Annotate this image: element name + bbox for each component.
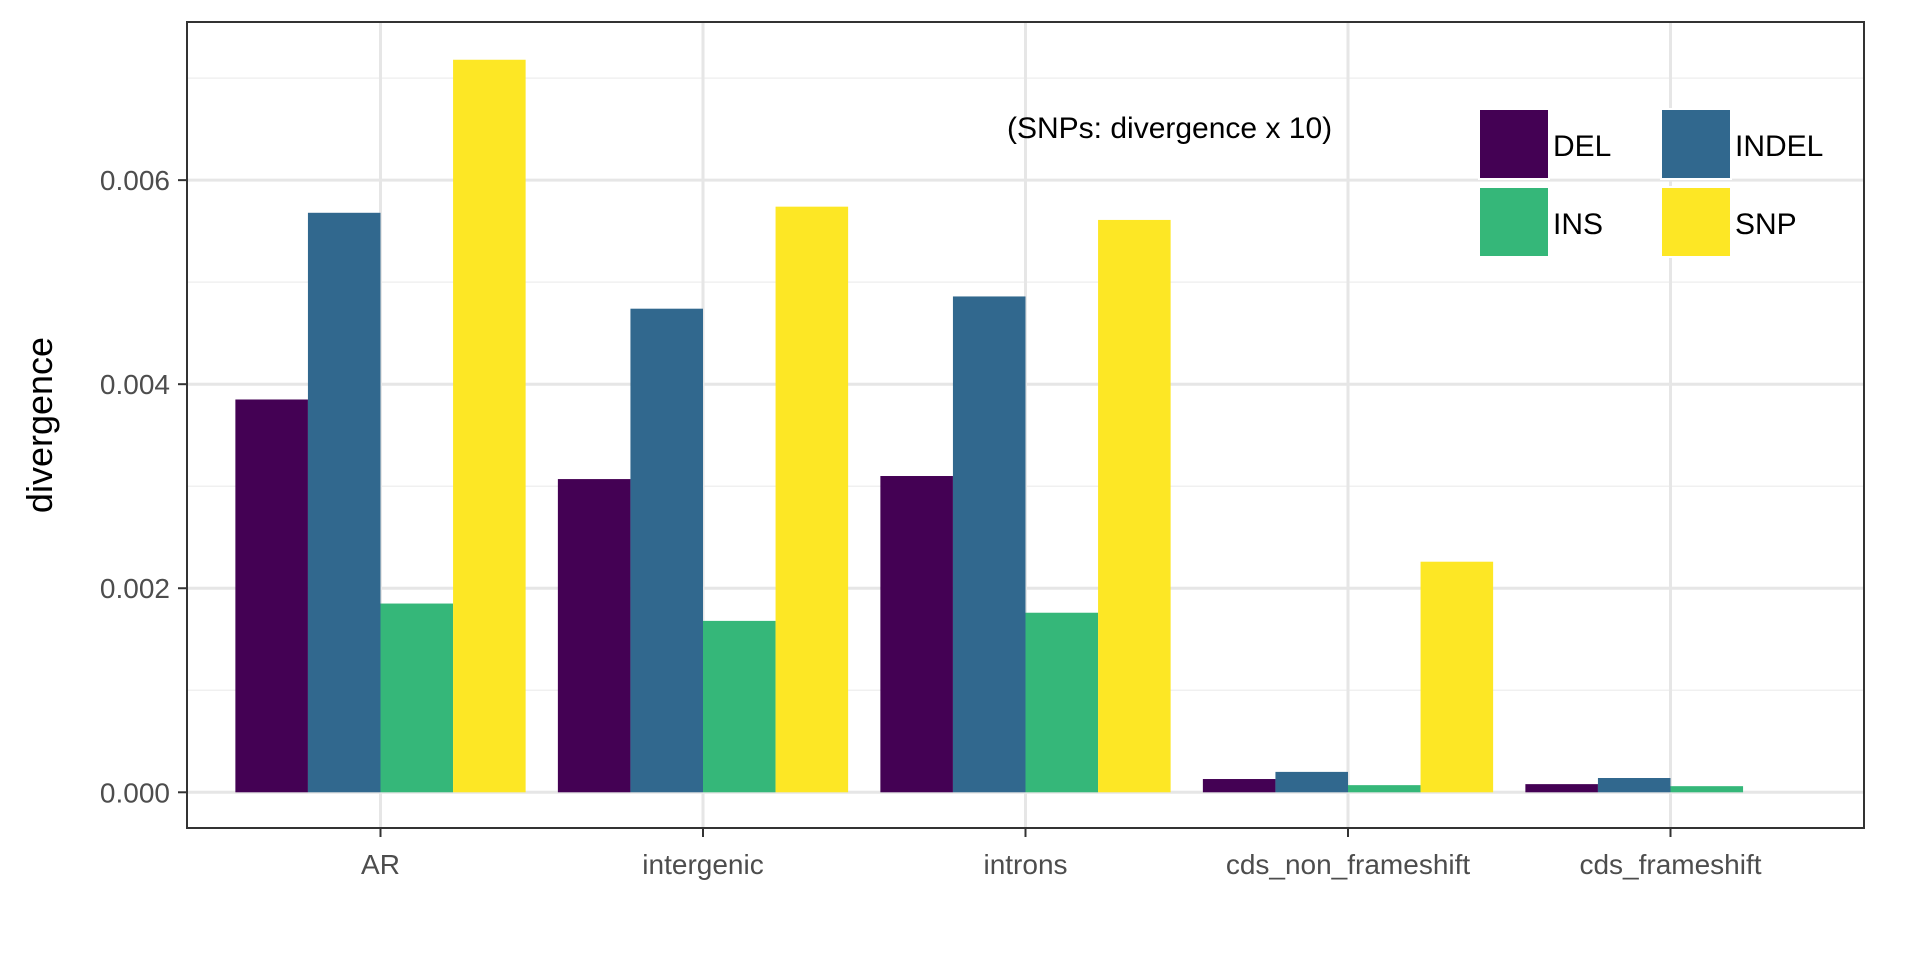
legend-label-snp: SNP [1735,208,1797,241]
legend-key-ins [1478,186,1550,258]
bar-snp-introns [1098,219,1171,793]
x-tick-label: introns [983,849,1067,880]
legend: DEL INDEL INS SNP [1478,108,1823,258]
bar-ins-introns [1025,612,1099,793]
bar-snp-ar [453,59,526,793]
legend-key-del [1478,108,1550,180]
bar-indel-cds-frameshift [1597,778,1671,793]
y-tick-label: 0.004 [100,369,170,400]
x-tick-label: cds_frameshift [1579,849,1761,880]
x-tick-label: intergenic [642,849,763,880]
bar-del-cds-non-frameshift [1202,779,1276,793]
chart-annotation: (SNPs: divergence x 10) [1007,112,1332,145]
y-axis: 0.000 0.002 0.004 0.006 [100,165,187,808]
x-tick-label: AR [361,849,400,880]
legend-label-ins: INS [1553,208,1603,241]
x-axis: AR intergenic introns cds_non_frameshift cds… [361,828,1762,880]
bar-indel-ar [307,212,381,793]
bar-del-ar [235,399,308,793]
bar-del-introns [880,476,953,793]
bar-indel-intergenic [630,308,703,793]
bar-ins-ar [380,603,454,793]
legend-key-indel [1660,108,1732,180]
y-axis-title: divergence [19,337,60,513]
bar-snp-intergenic [775,206,849,793]
y-tick-label: 0.006 [100,165,170,196]
legend-label-del: DEL [1553,130,1611,163]
bar-ins-cds-frameshift [1670,786,1744,793]
bar-indel-introns [952,296,1026,793]
legend-key-snp [1660,186,1732,258]
x-tick-label: cds_non_frameshift [1226,849,1471,880]
bars [235,59,1744,793]
bar-indel-cds-non-frameshift [1275,771,1348,793]
bar-ins-cds-non-frameshift [1348,785,1421,793]
bar-del-intergenic [557,479,631,793]
legend-label-indel: INDEL [1735,130,1823,163]
bar-snp-cds-non-frameshift [1420,561,1494,793]
y-tick-label: 0.002 [100,573,170,604]
bar-ins-intergenic [703,620,776,793]
bar-del-cds-frameshift [1525,784,1598,793]
y-tick-label: 0.000 [100,777,170,808]
